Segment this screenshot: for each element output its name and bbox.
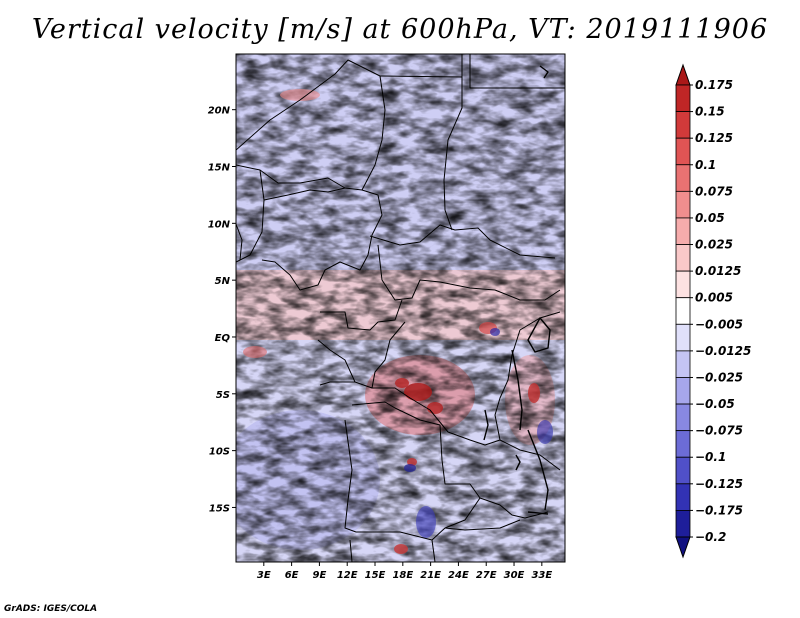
colorbar-swatch [675,270,691,299]
lon-tick-label: 6E [285,570,299,581]
colorbar-swatch [675,350,691,378]
lat-tick-label: 15S [209,503,230,514]
colorbar-swatch [675,430,691,458]
colorbar-label: −0.025 [695,370,743,384]
lat-tick-label: 5S [216,390,230,401]
colorbar-swatch [675,190,691,219]
colorbar-top-arrow [675,63,691,86]
strong-downdraft-spots [404,328,553,538]
colorbar-swatch [675,323,691,352]
country-borders [236,54,565,562]
colorbar-swatch [675,377,691,405]
lat-tick-label: 10N [208,219,231,230]
colorbar-label: −0.005 [695,317,743,331]
lon-tick-label: 18E [392,570,413,581]
colorbar-label: 0.15 [695,105,725,119]
colorbar-label: −0.175 [695,503,743,517]
colorbar-swatch [675,403,691,432]
lat-tick-label: 5N [215,276,231,287]
colorbar-label: −0.0125 [695,344,751,358]
chart-title: Vertical velocity [m/s] at 600hPa, VT: 2… [31,14,769,45]
colorbar-label: 0.1 [695,158,716,172]
lon-tick-label: 15E [365,570,386,581]
colorbar-label: 0.05 [695,211,725,225]
lon-tick-label: 33E [531,570,552,581]
lat-tick-label: 15N [208,163,231,174]
lon-tick-label: 27E [476,570,497,581]
colorbar-swatch [675,111,691,139]
lon-tick-label: 24E [448,570,469,581]
colorbar-label: −0.2 [695,530,726,544]
credit-label: GrADS: IGES/COLA [4,604,98,614]
colorbar-swatch [675,137,691,166]
colorbar-swatch [675,297,691,325]
colorbar-swatch [675,84,691,112]
colorbar-swatch [675,244,691,272]
colorbar-label: −0.1 [695,450,726,464]
lon-tick-label: 3E [257,570,271,581]
colorbar-swatch [675,164,691,192]
lon-tick-label: 9E [313,570,327,581]
map-frame [235,53,566,563]
colorbar-label: 0.005 [695,291,733,305]
colorbar-label: 0.175 [695,78,733,92]
lat-tick-label: 20N [208,106,231,117]
colorbar-swatch [675,510,691,538]
lat-tick-label: EQ [215,333,231,344]
colorbar-swatch [675,456,691,485]
colorbar-label: 0.025 [695,238,733,252]
colorbar-bottom-arrow [675,536,691,559]
lon-tick-label: 12E [337,570,358,581]
colorbar-label: 0.125 [695,131,733,145]
colorbar-label: 0.0125 [695,264,741,278]
lat-tick-label: 10S [209,447,230,458]
latitude-axis: 20N 15N 10N 5N EQ 5S 10S 15S [208,106,236,514]
colorbar-swatch [675,217,691,245]
colorbar-label: −0.05 [695,397,735,411]
longitude-axis: 3E 6E 9E 12E 15E 18E 21E 24E 27E 30E 33E [257,562,552,581]
lon-tick-label: 21E [420,570,441,581]
colorbar-label: 0.075 [695,184,733,198]
colorbar-label: −0.075 [695,424,743,438]
colorbar-swatch [675,483,691,511]
colorbar-label: −0.125 [695,477,743,491]
vertical-velocity-field [236,54,565,562]
lon-tick-label: 30E [504,570,525,581]
color-legend: 0.175 0.15 0.125 0.1 0.075 0.05 0.025 0.0125 0.0… [675,63,751,559]
